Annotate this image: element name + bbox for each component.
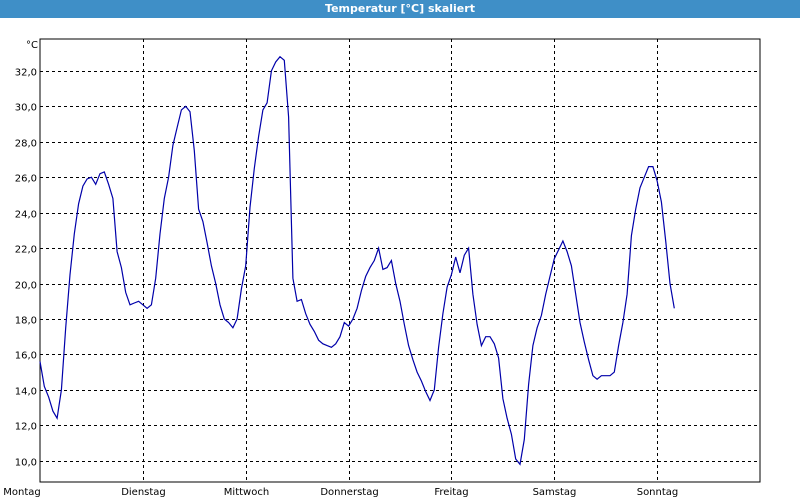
x-tick-day-label: Montag xyxy=(3,487,40,498)
y-tick-label: 18,0 xyxy=(15,316,37,327)
y-tick-label: 30,0 xyxy=(15,103,37,114)
y-tick-label: 32,0 xyxy=(15,68,37,79)
x-tick-day-label: Mittwoch xyxy=(224,487,269,498)
y-tick-label: 22,0 xyxy=(15,245,37,256)
y-tick-label: 24,0 xyxy=(15,210,37,221)
temperature-series-line xyxy=(39,55,675,466)
x-axis-labels: Montag17.06.19Dienstag18.06.19Mittwoch19… xyxy=(3,487,679,498)
y-tick-label: 20,0 xyxy=(15,281,37,292)
x-tick-day-label: Samstag xyxy=(533,487,577,498)
series-group xyxy=(39,55,675,466)
x-tick-day-label: Freitag xyxy=(434,487,468,498)
window-title: Temperatur [°C] skaliert xyxy=(0,0,800,18)
x-tick-day-label: Sonntag xyxy=(637,487,679,498)
y-tick-label: 28,0 xyxy=(15,139,37,150)
y-tick-label: 16,0 xyxy=(15,351,37,362)
y-tick-label: 12,0 xyxy=(15,422,37,433)
y-unit-label: °C xyxy=(26,40,38,51)
y-tick-label: 26,0 xyxy=(15,174,37,185)
y-axis-labels: 10,0 12,0 14,0 16,0 18,0 20,0 22,0 24,0 26,0 28,0… xyxy=(15,68,37,469)
x-tick-day-label: Donnerstag xyxy=(320,487,378,498)
plot-area xyxy=(39,38,761,483)
y-tick-label: 10,0 xyxy=(15,458,37,469)
y-tick-label: 14,0 xyxy=(15,387,37,398)
temperature-chart: 10,0 12,0 14,0 16,0 18,0 20,0 22,0 24,0 26,0 28,0… xyxy=(3,38,761,498)
vertical-grid xyxy=(143,39,658,482)
x-tick-day-label: Dienstag xyxy=(121,487,166,498)
horizontal-grid xyxy=(40,71,760,462)
